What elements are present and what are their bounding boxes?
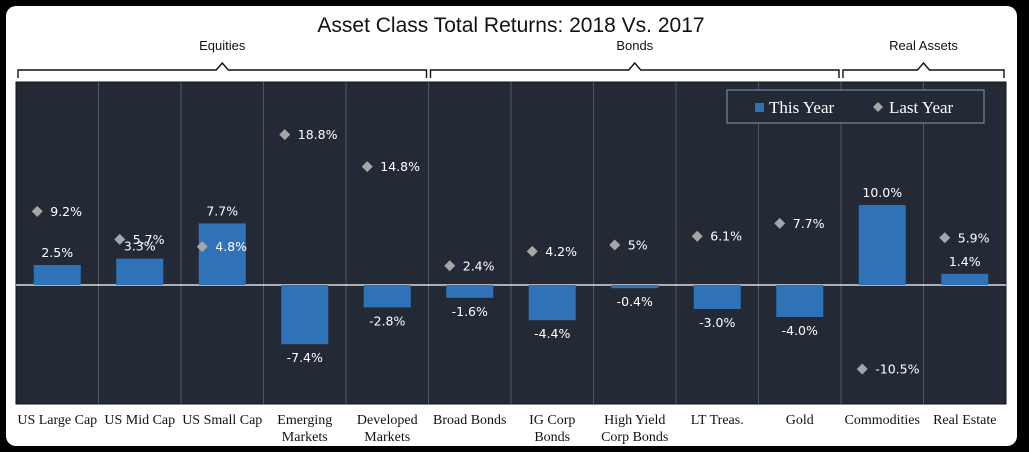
- legend-diamond-swatch: [873, 102, 883, 112]
- legend-bar-swatch: [755, 103, 764, 112]
- category-label: Emerging: [277, 413, 332, 428]
- group-bracket-0: [17, 61, 428, 78]
- diamond-last-year: [856, 363, 868, 375]
- diamond-last-year: [31, 205, 43, 217]
- diamond-value-label: 4.2%: [545, 244, 577, 259]
- asset-class-returns-chart: Asset Class Total Returns: 2018 Vs. 2017…: [15, 14, 1007, 445]
- diamond-value-label: 18.8%: [298, 127, 338, 142]
- bar-value-label: -1.6%: [452, 304, 488, 319]
- chart-title: Asset Class Total Returns: 2018 Vs. 2017: [317, 14, 704, 37]
- group-label-0: Equities: [199, 38, 246, 53]
- bar-this-year: [198, 223, 246, 285]
- bar-value-label: 3.3%: [124, 239, 156, 254]
- diamond-last-year: [361, 161, 373, 173]
- category-label: IG Corp: [529, 413, 575, 428]
- legend-this-year-label: This Year: [769, 98, 835, 117]
- chart-card: Asset Class Total Returns: 2018 Vs. 2017…: [6, 6, 1017, 446]
- bar-value-label: -7.4%: [287, 350, 323, 365]
- bar-value-label: 7.7%: [206, 203, 238, 218]
- group-bracket-2: [842, 61, 1005, 78]
- bar-value-label: 2.5%: [41, 245, 73, 260]
- group-bracket-1: [429, 61, 840, 78]
- bar-value-label: -3.0%: [699, 315, 735, 330]
- category-label: Real Estate: [933, 413, 996, 428]
- category-label: US Mid Cap: [104, 413, 175, 428]
- diamond-last-year: [114, 233, 126, 245]
- diamond-value-label: 5.9%: [958, 230, 990, 245]
- diamond-last-year: [526, 245, 538, 257]
- category-label: Markets: [364, 430, 410, 445]
- diamond-value-label: 2.4%: [463, 258, 495, 273]
- bar-this-year: [611, 285, 659, 289]
- diamond-last-year: [774, 217, 786, 229]
- diamond-value-label: 9.2%: [50, 204, 82, 219]
- category-label: High Yield: [604, 413, 665, 428]
- diamond-value-label: 5%: [628, 238, 648, 253]
- category-label: LT Treas.: [691, 413, 744, 428]
- legend-box: [726, 89, 985, 124]
- diamond-value-label: 14.8%: [380, 159, 420, 174]
- bar-value-label: -2.8%: [369, 313, 405, 328]
- diamond-value-label: -10.5%: [875, 362, 919, 377]
- diamond-value-label: 5.7%: [133, 232, 165, 247]
- category-label: Markets: [282, 430, 328, 445]
- bar-value-label: -4.0%: [782, 323, 818, 338]
- diamond-last-year: [444, 260, 456, 272]
- bar-this-year: [33, 265, 81, 285]
- diamond-last-year: [939, 232, 951, 244]
- bar-this-year: [776, 285, 824, 317]
- bar-this-year: [941, 273, 989, 285]
- group-label-2: Real Assets: [889, 38, 958, 53]
- legend-last-year-label: Last Year: [889, 98, 954, 117]
- category-label: Corp Bonds: [601, 430, 668, 445]
- bar-this-year: [363, 285, 411, 308]
- category-label: Developed: [357, 413, 418, 428]
- diamond-value-label: 6.1%: [710, 229, 742, 244]
- category-label: US Small Cap: [182, 413, 262, 428]
- diamond-last-year: [691, 230, 703, 242]
- bar-value-label: -0.4%: [617, 294, 653, 309]
- diamond-value-label: 7.7%: [793, 216, 825, 231]
- category-label: Broad Bonds: [433, 413, 507, 428]
- bar-this-year: [693, 285, 741, 309]
- diamond-value-label: 4.8%: [215, 239, 247, 254]
- category-label: Gold: [786, 413, 814, 428]
- category-label: US Large Cap: [17, 413, 97, 428]
- category-label: Bonds: [534, 430, 570, 445]
- bar-value-label: -4.4%: [534, 326, 570, 341]
- bar-value-label: 1.4%: [949, 254, 981, 269]
- bar-this-year: [281, 285, 329, 345]
- diamond-last-year: [196, 241, 208, 253]
- diamond-last-year: [279, 129, 291, 141]
- bar-this-year: [446, 285, 494, 298]
- category-label: Commodities: [845, 413, 920, 428]
- diamond-last-year: [609, 239, 621, 251]
- bar-this-year: [858, 205, 906, 285]
- bar-value-label: 10.0%: [862, 185, 902, 200]
- group-label-1: Bonds: [616, 38, 653, 53]
- bar-this-year: [528, 285, 576, 321]
- bar-this-year: [116, 258, 164, 285]
